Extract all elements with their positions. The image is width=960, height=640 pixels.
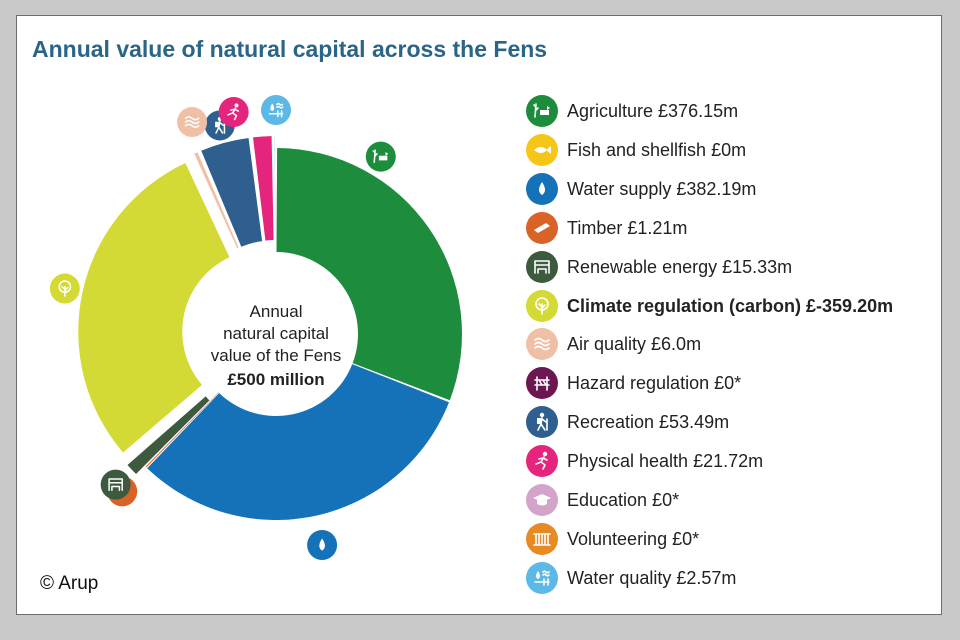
legend-label: Air quality £6.0m (567, 334, 702, 355)
runner-icon (526, 445, 558, 478)
air-quality-icon (526, 328, 558, 361)
hiker-icon (526, 406, 558, 439)
legend-item-volunteering: Volunteering £0* (526, 522, 941, 555)
legend-label: Hazard regulation £0* (567, 373, 742, 394)
legend-label: Recreation £53.49m (567, 412, 730, 433)
center-line-3: value of the Fens (211, 346, 341, 365)
legend-label: Volunteering £0* (567, 528, 700, 549)
legend-label: Agriculture £376.15m (567, 101, 739, 121)
legend-label: Climate regulation (carbon) £-359.20m (567, 295, 894, 316)
slice-water-quality (274, 136, 276, 241)
legend-item-air-quality: Air quality £6.0m (526, 328, 941, 361)
agriculture-icon (526, 95, 558, 127)
legend-item-recreation: Recreation £53.49m (526, 406, 941, 439)
legend-label: Timber £1.21m (567, 217, 688, 238)
chart-panel: Annual value of natural capital across t… (16, 15, 942, 615)
slice-timber (145, 392, 219, 468)
slice-icon-agriculture (365, 141, 396, 172)
timber-icon (526, 211, 558, 244)
legend-item-climate-regulation-carbon: Climate regulation (carbon) £-359.20m (526, 289, 941, 322)
slice-icon-physical-health (218, 97, 249, 128)
slice-icon-water-quality (261, 95, 291, 125)
slice-renewable-energy (127, 396, 210, 475)
center-line-2: natural capital (223, 324, 329, 343)
tree-icon (526, 289, 558, 322)
slice-water-supply (147, 364, 450, 520)
renewable-energy-icon (526, 250, 558, 283)
legend-item-agriculture: Agriculture £376.15m (526, 95, 941, 127)
legend-label: Water supply £382.19m (567, 178, 757, 199)
fish-icon (526, 133, 558, 166)
legend-label: Renewable energy £15.33m (567, 256, 793, 277)
water-drop-icon (526, 172, 558, 205)
legend-item-education: Education £0* (526, 484, 941, 516)
slice-icon-water-supply (307, 530, 338, 561)
center-line-1: Annual (250, 302, 303, 321)
slice-icon-renewable-energy (100, 469, 131, 500)
chart-title: Annual value of natural capital across t… (32, 36, 548, 62)
donut-chart: Annual natural capital value of the Fens… (49, 95, 463, 561)
legend-label: Fish and shellfish £0m (567, 139, 747, 160)
copyright: © Arup (40, 573, 99, 594)
legend-item-renewable-energy: Renewable energy £15.33m (526, 250, 941, 283)
legend-item-water-supply: Water supply £382.19m (526, 172, 941, 205)
legend-label: Water quality £2.57m (567, 567, 737, 588)
graduation-cap-icon (526, 484, 558, 516)
legend-item-timber: Timber £1.21m (526, 211, 941, 244)
slice-icon-air-quality (177, 107, 208, 138)
volunteering-icon (526, 522, 558, 555)
legend-item-fish-and-shellfish: Fish and shellfish £0m (526, 133, 941, 166)
legend-item-water-quality: Water quality £2.57m (526, 561, 941, 594)
slice-agriculture (276, 148, 463, 401)
slice-physical-health (253, 136, 274, 241)
slice-air-quality (194, 152, 239, 249)
legend-item-physical-health: Physical health £21.72m (526, 445, 941, 478)
center-total: £500 million (227, 370, 324, 389)
slice-icon-climate-regulation-carbon (49, 273, 80, 304)
legend-label: Education £0* (567, 490, 680, 510)
hazard-barrier-icon (526, 367, 558, 400)
slice-climate-regulation-carbon (78, 163, 230, 453)
legend-label: Physical health £21.72m (567, 451, 764, 472)
water-quality-icon (526, 561, 558, 594)
slice-recreation (201, 138, 263, 247)
legend-item-hazard-regulation: Hazard regulation £0* (526, 367, 941, 400)
